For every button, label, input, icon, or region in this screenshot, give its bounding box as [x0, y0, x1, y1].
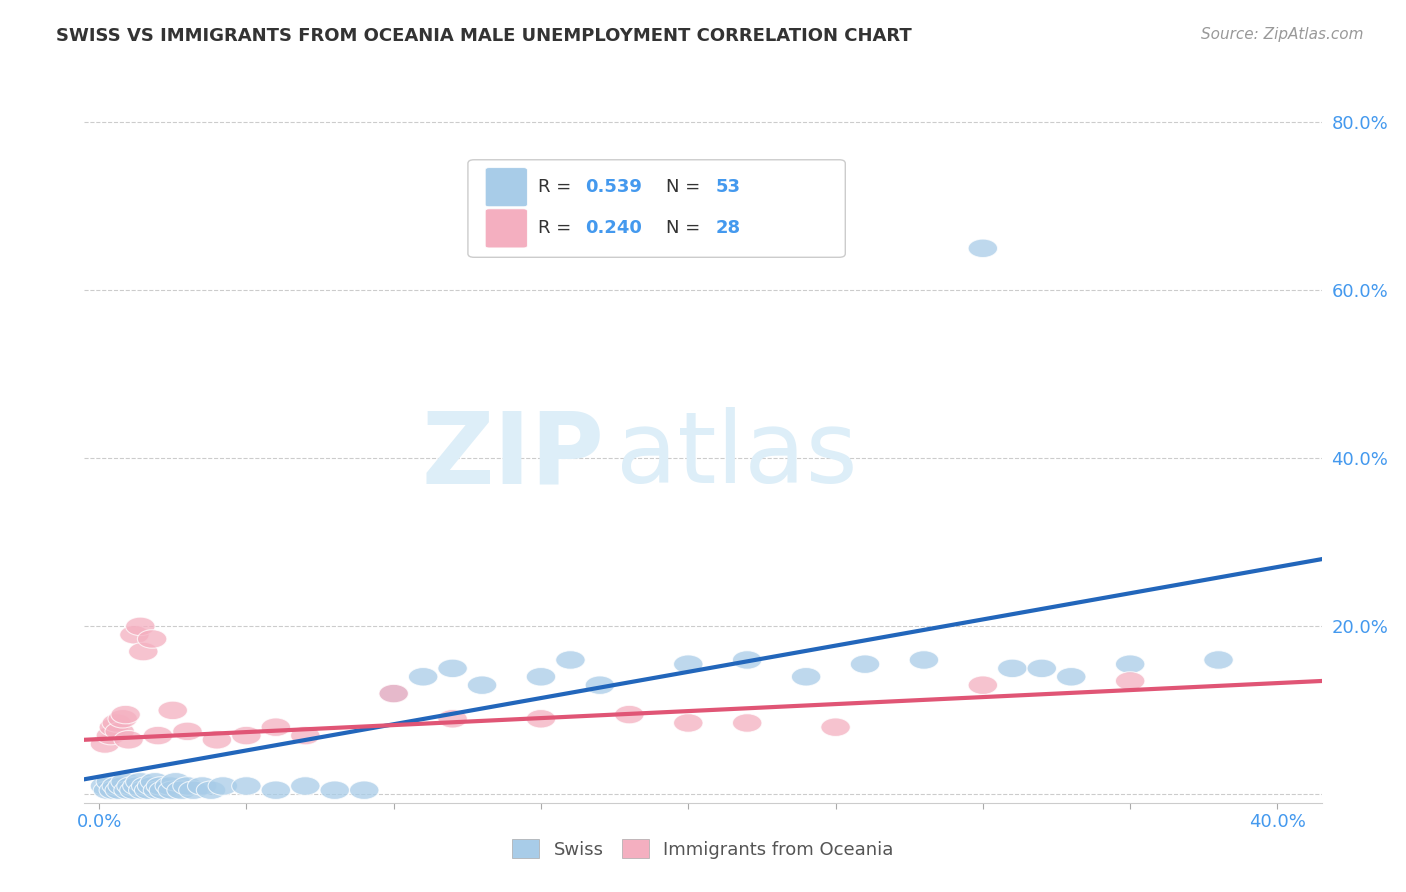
- Ellipse shape: [167, 781, 197, 799]
- Ellipse shape: [1115, 655, 1144, 673]
- Ellipse shape: [103, 714, 132, 732]
- Ellipse shape: [157, 701, 187, 720]
- Ellipse shape: [1056, 667, 1085, 686]
- Ellipse shape: [998, 659, 1026, 678]
- Ellipse shape: [128, 642, 157, 661]
- Text: atlas: atlas: [616, 408, 858, 505]
- Ellipse shape: [141, 772, 170, 791]
- Text: N =: N =: [666, 219, 706, 237]
- Ellipse shape: [969, 239, 998, 258]
- Ellipse shape: [380, 684, 408, 703]
- Ellipse shape: [821, 718, 851, 737]
- Ellipse shape: [179, 781, 208, 799]
- Ellipse shape: [262, 781, 291, 799]
- Ellipse shape: [114, 731, 143, 749]
- Ellipse shape: [111, 706, 141, 723]
- Ellipse shape: [138, 777, 167, 796]
- Ellipse shape: [526, 709, 555, 728]
- Ellipse shape: [103, 777, 132, 796]
- Ellipse shape: [232, 777, 262, 796]
- Ellipse shape: [467, 676, 496, 694]
- Ellipse shape: [96, 726, 125, 745]
- Ellipse shape: [135, 781, 165, 799]
- FancyBboxPatch shape: [485, 209, 527, 248]
- Ellipse shape: [90, 735, 120, 753]
- Ellipse shape: [733, 651, 762, 669]
- Ellipse shape: [673, 714, 703, 732]
- Ellipse shape: [146, 777, 176, 796]
- Ellipse shape: [262, 718, 291, 737]
- Ellipse shape: [96, 772, 125, 791]
- Text: 53: 53: [716, 178, 741, 196]
- Text: 0.539: 0.539: [585, 178, 643, 196]
- Ellipse shape: [380, 684, 408, 703]
- Ellipse shape: [792, 667, 821, 686]
- Ellipse shape: [1204, 651, 1233, 669]
- Ellipse shape: [98, 781, 128, 799]
- Ellipse shape: [108, 709, 138, 728]
- Ellipse shape: [197, 781, 226, 799]
- Ellipse shape: [526, 667, 555, 686]
- Ellipse shape: [173, 723, 202, 740]
- Ellipse shape: [910, 651, 939, 669]
- Text: R =: R =: [538, 219, 578, 237]
- Ellipse shape: [143, 726, 173, 745]
- Ellipse shape: [202, 731, 232, 749]
- Text: Source: ZipAtlas.com: Source: ZipAtlas.com: [1201, 27, 1364, 42]
- Ellipse shape: [437, 659, 467, 678]
- Legend: Swiss, Immigrants from Oceania: Swiss, Immigrants from Oceania: [505, 832, 901, 866]
- Text: 28: 28: [716, 219, 741, 237]
- Ellipse shape: [1026, 659, 1056, 678]
- Ellipse shape: [149, 781, 179, 799]
- Text: R =: R =: [538, 178, 578, 196]
- Ellipse shape: [93, 781, 122, 799]
- Text: 0.240: 0.240: [585, 219, 643, 237]
- Ellipse shape: [291, 726, 321, 745]
- Ellipse shape: [187, 777, 217, 796]
- FancyBboxPatch shape: [468, 160, 845, 257]
- Ellipse shape: [117, 777, 146, 796]
- Ellipse shape: [114, 781, 143, 799]
- Ellipse shape: [125, 617, 155, 636]
- Ellipse shape: [90, 777, 120, 796]
- Text: SWISS VS IMMIGRANTS FROM OCEANIA MALE UNEMPLOYMENT CORRELATION CHART: SWISS VS IMMIGRANTS FROM OCEANIA MALE UN…: [56, 27, 912, 45]
- Text: ZIP: ZIP: [422, 408, 605, 505]
- Ellipse shape: [232, 726, 262, 745]
- Ellipse shape: [173, 777, 202, 796]
- Ellipse shape: [157, 781, 187, 799]
- Ellipse shape: [105, 781, 135, 799]
- Ellipse shape: [585, 676, 614, 694]
- Ellipse shape: [155, 777, 184, 796]
- Ellipse shape: [120, 625, 149, 644]
- Text: N =: N =: [666, 178, 706, 196]
- Ellipse shape: [122, 777, 152, 796]
- Ellipse shape: [408, 667, 437, 686]
- Ellipse shape: [614, 706, 644, 723]
- Ellipse shape: [350, 781, 380, 799]
- Ellipse shape: [120, 781, 149, 799]
- Ellipse shape: [851, 655, 880, 673]
- Ellipse shape: [437, 709, 467, 728]
- Ellipse shape: [1115, 672, 1144, 690]
- Ellipse shape: [138, 630, 167, 648]
- Ellipse shape: [128, 781, 157, 799]
- Ellipse shape: [208, 777, 238, 796]
- Ellipse shape: [969, 676, 998, 694]
- Ellipse shape: [291, 777, 321, 796]
- Ellipse shape: [111, 772, 141, 791]
- Ellipse shape: [555, 651, 585, 669]
- Ellipse shape: [108, 777, 138, 796]
- Ellipse shape: [132, 777, 160, 796]
- Ellipse shape: [160, 772, 190, 791]
- Ellipse shape: [733, 714, 762, 732]
- Ellipse shape: [125, 772, 155, 791]
- Ellipse shape: [321, 781, 350, 799]
- Ellipse shape: [98, 718, 128, 737]
- Ellipse shape: [143, 781, 173, 799]
- Ellipse shape: [673, 655, 703, 673]
- FancyBboxPatch shape: [485, 168, 527, 207]
- Ellipse shape: [105, 723, 135, 740]
